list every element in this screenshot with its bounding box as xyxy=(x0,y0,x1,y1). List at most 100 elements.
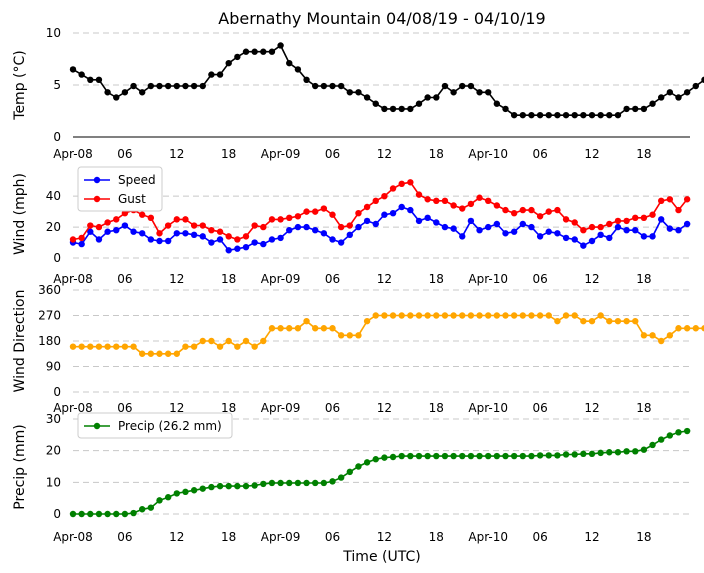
data-point xyxy=(424,452,431,460)
data-point xyxy=(372,197,379,205)
data-point xyxy=(139,211,146,218)
data-point xyxy=(95,76,103,84)
x-tick-label: Apr-09 xyxy=(261,401,301,415)
data-point xyxy=(467,217,475,225)
data-point xyxy=(519,111,526,119)
data-point xyxy=(337,239,345,246)
data-point xyxy=(528,312,535,319)
data-point xyxy=(545,452,552,459)
data-point xyxy=(190,82,198,90)
data-point xyxy=(346,89,353,96)
data-point xyxy=(173,490,180,497)
x-tick-label: 18 xyxy=(636,147,651,161)
data-point xyxy=(485,197,492,205)
data-point xyxy=(69,236,77,243)
data-point xyxy=(363,94,371,101)
data-point xyxy=(536,452,544,459)
data-point xyxy=(476,226,483,234)
x-tick-label: Apr-10 xyxy=(468,530,508,544)
data-point xyxy=(398,312,405,319)
data-point xyxy=(459,452,466,460)
data-point xyxy=(554,111,561,119)
data-point xyxy=(242,337,250,345)
data-point xyxy=(571,451,578,458)
data-point xyxy=(571,312,578,319)
data-point xyxy=(294,479,302,487)
data-point xyxy=(502,230,509,237)
data-point xyxy=(415,191,423,198)
data-point xyxy=(363,203,371,211)
data-point xyxy=(632,214,639,222)
data-point xyxy=(355,332,362,339)
data-point xyxy=(216,71,224,78)
data-point xyxy=(242,48,250,55)
data-point xyxy=(156,230,163,237)
data-point xyxy=(87,343,94,350)
data-point xyxy=(623,217,630,225)
data-point xyxy=(329,478,336,485)
data-point xyxy=(337,82,345,90)
x-tick-label: 12 xyxy=(169,147,184,161)
data-point xyxy=(649,332,656,339)
data-point xyxy=(216,482,224,490)
data-point xyxy=(130,82,137,90)
data-point xyxy=(649,441,656,449)
x-tick-label: 18 xyxy=(221,147,236,161)
data-point xyxy=(683,89,691,96)
data-point xyxy=(476,452,483,460)
x-tick-label: 12 xyxy=(169,272,184,286)
data-point xyxy=(372,100,379,107)
legend-marker xyxy=(93,195,101,203)
x-tick-label: 18 xyxy=(429,272,444,286)
data-point xyxy=(597,223,604,231)
data-point xyxy=(329,236,336,243)
legend-marker xyxy=(93,422,101,430)
data-point xyxy=(597,231,604,239)
data-point xyxy=(199,337,206,345)
data-point xyxy=(234,482,241,490)
data-point xyxy=(415,217,423,225)
data-point xyxy=(164,82,172,90)
x-tick-label: Apr-08 xyxy=(53,530,93,544)
x-tick-label: 18 xyxy=(636,530,651,544)
data-point xyxy=(190,231,198,239)
data-point xyxy=(562,216,570,223)
data-point xyxy=(510,312,518,319)
data-point xyxy=(571,219,578,226)
data-point xyxy=(441,223,449,231)
data-point xyxy=(614,317,622,325)
data-point xyxy=(372,456,379,463)
data-point xyxy=(519,452,526,460)
data-point xyxy=(372,312,379,319)
data-point xyxy=(234,53,241,61)
data-point xyxy=(242,233,250,240)
data-point xyxy=(78,510,85,518)
data-point xyxy=(260,48,267,55)
data-point xyxy=(606,449,613,456)
data-point xyxy=(372,220,379,228)
data-point xyxy=(683,427,691,435)
data-point xyxy=(580,450,587,458)
data-point xyxy=(528,206,535,214)
data-point xyxy=(216,343,224,350)
data-point xyxy=(104,89,111,96)
y-tick-label: 5 xyxy=(53,78,61,92)
data-point xyxy=(640,233,648,240)
data-point xyxy=(337,474,345,481)
legend-label: Precip (26.2 mm) xyxy=(118,419,222,433)
y-tick-label: 10 xyxy=(46,475,61,489)
data-point xyxy=(87,222,94,229)
data-point xyxy=(554,230,561,237)
data-point xyxy=(675,226,682,234)
data-point xyxy=(286,214,293,222)
data-point xyxy=(208,239,215,246)
data-point xyxy=(190,343,198,350)
x-tick-label: 18 xyxy=(636,272,651,286)
data-point xyxy=(424,94,431,101)
data-point xyxy=(623,448,630,455)
data-point xyxy=(363,217,371,225)
series-gust xyxy=(69,179,691,243)
data-point xyxy=(398,203,405,211)
data-point xyxy=(614,111,622,119)
y-axis-label: Wind Direction xyxy=(12,290,28,393)
